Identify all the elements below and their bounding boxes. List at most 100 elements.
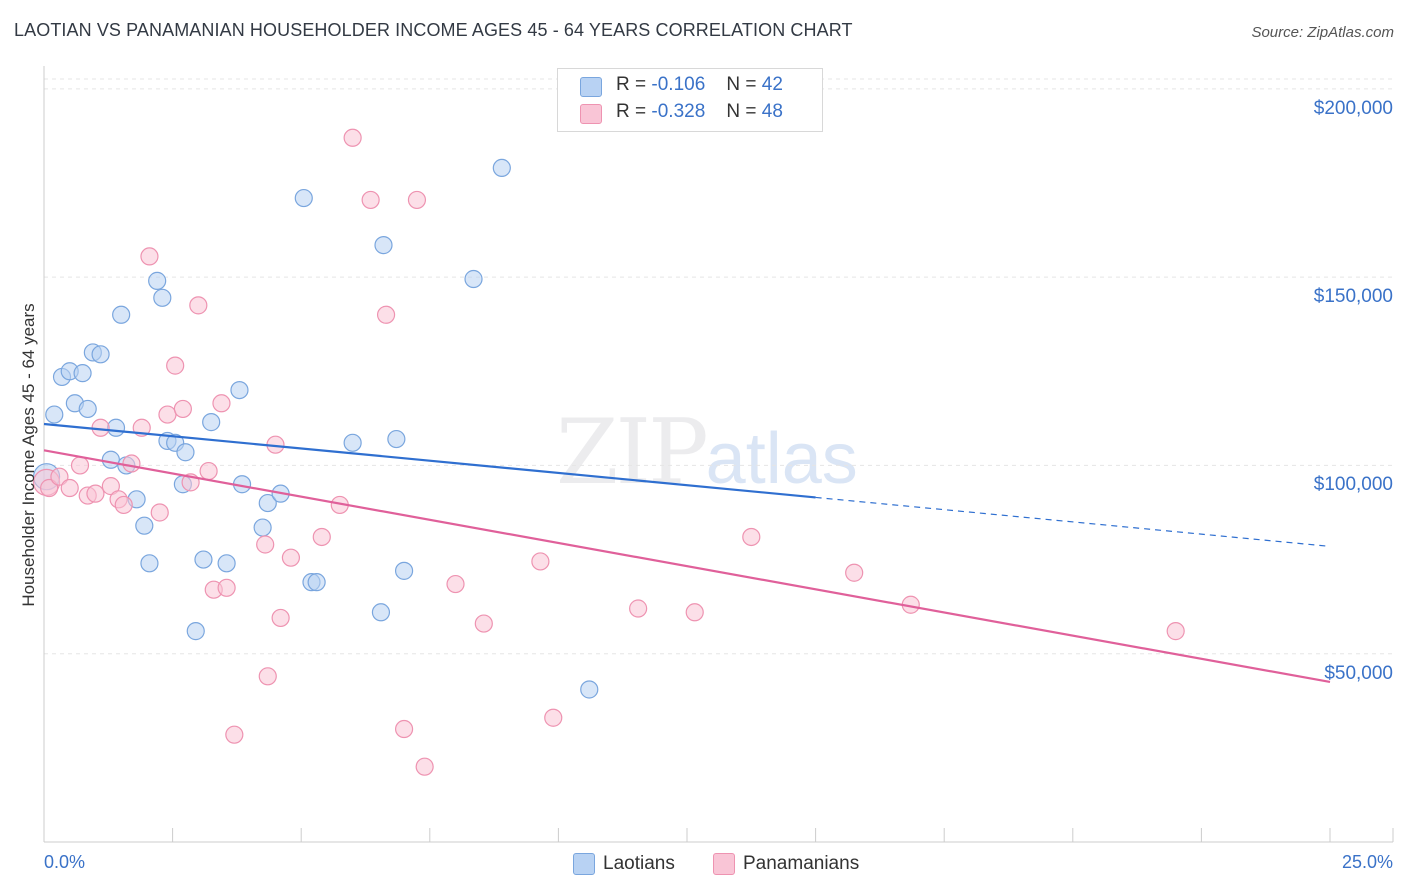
trend-lines [43, 422, 1331, 684]
data-point [446, 574, 465, 594]
trend-line-panamanians [43, 449, 1331, 684]
legend-n-value: 48 [761, 101, 783, 122]
laotian-swatch [580, 77, 602, 97]
data-point [91, 345, 110, 364]
data-point [492, 158, 511, 178]
panamanian-points [32, 128, 1185, 776]
data-point [50, 467, 69, 486]
axes [43, 66, 1394, 843]
data-point [153, 288, 172, 307]
watermark-atlas: atlas [705, 419, 858, 499]
data-point [415, 757, 434, 776]
grid-lines [44, 78, 1393, 655]
data-point [685, 603, 704, 622]
data-point [189, 296, 208, 315]
data-point [78, 399, 97, 419]
y-tick-label: $100,000 [1313, 474, 1393, 496]
data-point [271, 608, 290, 628]
data-point [148, 271, 167, 290]
correlation-legend: R = -0.106 N = 42 R = -0.328 N = 48 [557, 68, 823, 132]
chart-title: LAOTIAN VS PANAMANIAN HOUSEHOLDER INCOME… [14, 20, 853, 40]
data-point [114, 495, 133, 515]
x-tick-label-max: 25.0% [1341, 852, 1393, 872]
data-point [106, 418, 126, 437]
data-point [845, 563, 864, 582]
data-point [371, 603, 391, 622]
trend-line-laotians [43, 422, 816, 499]
data-point [312, 527, 331, 547]
data-point [629, 599, 648, 618]
data-point [361, 190, 380, 210]
data-point [258, 667, 277, 686]
data-point [387, 429, 406, 449]
data-point [150, 503, 169, 522]
legend-r-value: -0.106 [651, 74, 706, 95]
data-point [474, 614, 493, 633]
laotian-swatch [573, 853, 595, 875]
data-point [230, 380, 249, 400]
data-point [40, 478, 59, 498]
data-point [202, 413, 221, 432]
watermark: ZIPatlas [556, 400, 858, 505]
data-point [343, 128, 362, 147]
data-point [258, 493, 277, 513]
trend-line-laotians-extension [815, 496, 1331, 547]
data-point [135, 516, 154, 535]
bottom-legend-label: Laotians [603, 853, 675, 874]
data-point [374, 236, 393, 255]
data-point [173, 399, 192, 419]
data-point [86, 484, 105, 503]
data-point [101, 450, 120, 469]
data-point [225, 725, 244, 744]
data-point [343, 433, 362, 452]
x-tick-label-min: 0.0% [44, 852, 86, 872]
data-point [544, 708, 563, 727]
y-axis-label: Householder Income Ages 45 - 64 years [19, 303, 38, 607]
data-point [307, 573, 326, 592]
data-point [531, 552, 550, 571]
y-tick-label: $50,000 [1324, 662, 1393, 684]
data-point [464, 269, 483, 289]
legend-r-label: R = [616, 101, 647, 122]
y-tick-label: $150,000 [1313, 286, 1393, 308]
data-point [407, 190, 427, 210]
watermark-zip: ZIP [556, 400, 709, 505]
data-point [1166, 622, 1185, 641]
legend-n-label: N = [726, 74, 757, 95]
data-point [112, 305, 131, 324]
data-point [73, 364, 92, 383]
data-point [281, 548, 301, 567]
data-point [45, 405, 64, 424]
data-point [122, 454, 141, 473]
data-point [194, 550, 213, 569]
data-point [217, 554, 236, 573]
data-point [217, 578, 236, 597]
source-label: Source: ZipAtlas.com [1251, 24, 1394, 41]
data-point [212, 394, 231, 413]
y-tick-label: $200,000 [1313, 97, 1393, 119]
data-point [253, 518, 272, 537]
data-point [140, 554, 159, 573]
panamanian-swatch [713, 853, 735, 875]
data-point [140, 247, 159, 266]
data-point [70, 456, 90, 475]
data-point [199, 461, 218, 481]
data-point [186, 622, 205, 641]
data-point [394, 561, 414, 580]
data-point [256, 535, 275, 554]
legend-n-value: 42 [761, 74, 783, 95]
legend-r-label: R = [616, 74, 647, 95]
data-point [394, 719, 414, 739]
data-point [60, 478, 79, 498]
data-point [158, 405, 177, 424]
bottom-legend-label: Panamanians [743, 853, 860, 874]
legend-n-label: N = [726, 101, 757, 122]
data-point [166, 356, 185, 375]
data-point [176, 443, 195, 462]
data-point [376, 305, 396, 324]
panamanian-swatch [580, 104, 602, 124]
data-point [742, 527, 761, 547]
laotian-points [32, 158, 599, 699]
data-point [294, 188, 313, 208]
